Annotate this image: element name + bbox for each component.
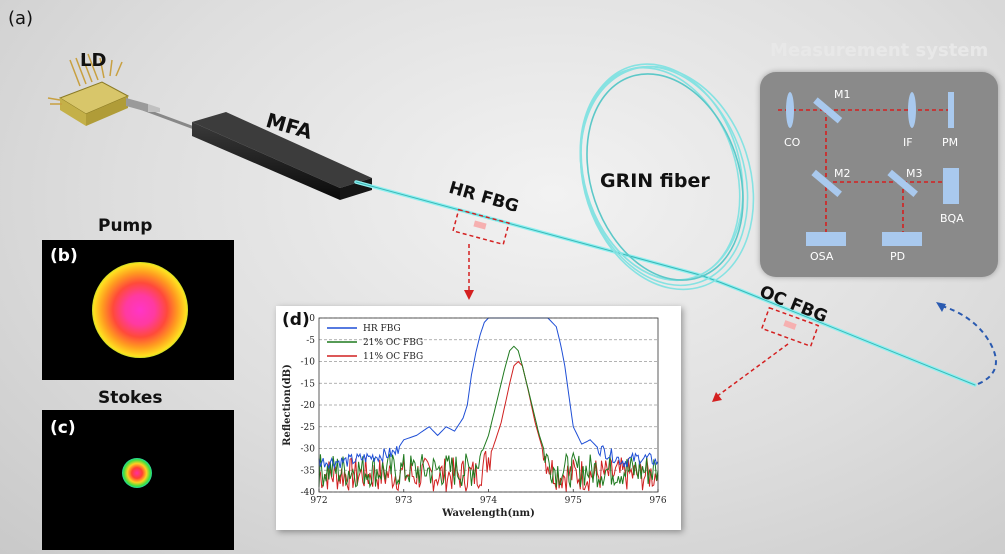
y-tick-label: -25 [301, 423, 316, 433]
y-tick-label: -15 [301, 379, 316, 389]
legend-label: 21% OC FBG [363, 338, 423, 348]
m2-label: M2 [834, 167, 851, 180]
y-axis-title: Reflection(dB) [282, 364, 293, 446]
if-label: IF [903, 136, 913, 149]
co-lens-icon [786, 92, 794, 128]
pm-label: PM [942, 136, 959, 149]
pd-icon [882, 232, 922, 246]
panel-label-b: (b) [50, 246, 78, 266]
pump-beam-spot [92, 262, 188, 358]
stokes-beam-image: (c) [42, 410, 234, 550]
y-tick-label: -5 [306, 336, 315, 346]
measurement-title: Measurement system [770, 40, 989, 61]
m1-label: M1 [834, 88, 851, 101]
m3-label: M3 [906, 167, 923, 180]
ld-label: LD [80, 50, 107, 71]
oc-fbg-marker [712, 306, 820, 402]
output-arrow-icon [941, 305, 997, 385]
x-tick-label: 976 [649, 496, 666, 506]
x-tick-label: 972 [310, 496, 327, 506]
y-tick-label: 0 [309, 314, 315, 324]
co-label: CO [784, 136, 801, 149]
pump-beam-image: (b) [42, 240, 234, 380]
osa-label: OSA [810, 250, 834, 263]
x-tick-label: 975 [565, 496, 582, 506]
m3-mirror-icon [887, 169, 918, 197]
panel-label-a: (a) [8, 8, 34, 29]
y-tick-label: -10 [301, 358, 316, 368]
x-axis-title: Wavelength(nm) [441, 508, 535, 519]
y-tick-label: -40 [301, 488, 316, 498]
bqa-icon [943, 168, 959, 204]
y-tick-label: -35 [301, 466, 316, 476]
plot-frame [318, 317, 659, 493]
hr-fbg-marker [452, 208, 510, 300]
grin-fiber-label: GRIN fiber [600, 170, 710, 192]
pm-detector-icon [948, 92, 954, 128]
m2-mirror-icon [811, 169, 842, 197]
pump-label: Pump [98, 216, 153, 236]
x-tick-label: 973 [395, 496, 412, 506]
legend-label: 11% OC FBG [363, 352, 423, 362]
y-tick-label: -30 [301, 445, 316, 455]
legend-label: HR FBG [363, 324, 401, 334]
osa-icon [806, 232, 846, 246]
reflection-chart-card: 0 -5 -10 -15 -20 -25 -30 -35 -40 972 973 974 975 976 W… [276, 306, 681, 530]
x-tick-label: 974 [480, 496, 497, 506]
bqa-label: BQA [940, 212, 964, 225]
panel-label-d: (d) [282, 310, 310, 330]
y-tick-label: -20 [301, 401, 316, 411]
measurement-optics [778, 92, 959, 246]
grin-fiber-coil [579, 63, 755, 291]
pd-label: PD [890, 250, 906, 263]
series-line-21-oc-fbg [318, 345, 659, 489]
panel-label-c: (c) [50, 418, 76, 438]
if-filter-icon [908, 92, 916, 128]
laser-diode-icon [47, 53, 160, 126]
stokes-label: Stokes [98, 388, 163, 408]
m1-mirror-icon [813, 97, 843, 124]
stokes-beam-spot [122, 458, 152, 488]
